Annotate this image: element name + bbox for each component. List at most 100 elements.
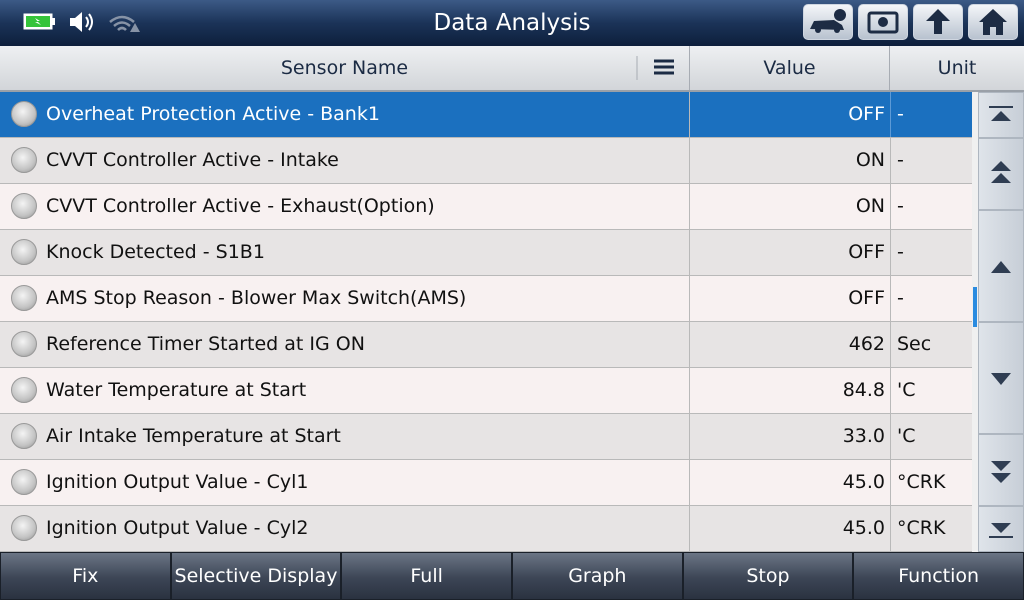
house: [979, 9, 1007, 35]
icon: [991, 161, 1011, 183]
row-radio[interactable]: [11, 423, 37, 449]
status-icons: [23, 12, 140, 32]
vehicle-info-button[interactable]: [803, 4, 853, 40]
sensor-value: ON: [855, 195, 885, 217]
sensor-value: 45.0: [842, 517, 885, 539]
speaker: [70, 12, 82, 32]
table-row[interactable]: Water Temperature at Start 84.8 'C: [0, 368, 972, 414]
table-row[interactable]: Overheat Protection Active - Bank1 OFF -: [0, 92, 972, 138]
row-radio[interactable]: [11, 193, 37, 219]
page-up-button[interactable]: [978, 138, 1024, 210]
icon: [810, 9, 846, 33]
icon: [991, 461, 1011, 483]
row-radio[interactable]: [11, 377, 37, 403]
sensor-value: 45.0: [842, 471, 885, 493]
sensor-name: CVVT Controller Active - Exhaust(Option): [46, 195, 435, 217]
sensor-value: OFF: [848, 241, 885, 263]
sensor-unit: -: [890, 276, 972, 321]
sensor-unit: °CRK: [890, 460, 972, 505]
row-radio[interactable]: [11, 101, 37, 127]
row-radio[interactable]: [11, 147, 37, 173]
scroll-top-button[interactable]: [978, 92, 1024, 138]
table-row[interactable]: Knock Detected - S1B1 OFF -: [0, 230, 972, 276]
sensor-value: 33.0: [842, 425, 885, 447]
column-separator: [689, 460, 690, 505]
sensor-name: CVVT Controller Active - Intake: [46, 149, 339, 171]
function-button[interactable]: Function: [853, 552, 1024, 600]
scroll-bottom-button[interactable]: [978, 506, 1024, 552]
sensor-unit: 'C: [890, 414, 972, 459]
column-separator: [689, 184, 690, 229]
wheel: [834, 27, 840, 33]
table-row[interactable]: AMS Stop Reason - Blower Max Switch(AMS)…: [0, 276, 972, 322]
column-separator: [689, 138, 690, 183]
sensor-name: Overheat Protection Active - Bank1: [46, 103, 380, 125]
back-button[interactable]: [913, 4, 963, 40]
arrow-up: [926, 9, 950, 34]
page-down-button[interactable]: [978, 434, 1024, 506]
column-separator: [689, 368, 690, 413]
sensor-unit: °CRK: [890, 506, 972, 551]
sensor-value: OFF: [848, 287, 885, 309]
function-button[interactable]: Graph: [512, 552, 683, 600]
function-button[interactable]: Selective Display: [170, 552, 342, 600]
table-row[interactable]: Ignition Output Value - Cyl2 45.0 °CRK: [0, 506, 972, 552]
row-radio[interactable]: [11, 285, 37, 311]
sensor-name: Ignition Output Value - Cyl2: [46, 517, 309, 539]
home-button[interactable]: [968, 4, 1018, 40]
battery-level: [26, 16, 50, 27]
sensor-unit: -: [890, 138, 972, 183]
row-radio[interactable]: [11, 239, 37, 265]
icon: [989, 523, 1013, 538]
sensor-name: Water Temperature at Start: [46, 379, 307, 401]
column-separator: [689, 92, 690, 137]
column-menu[interactable]: [636, 54, 690, 82]
sensor-name: AMS Stop Reason - Blower Max Switch(AMS): [46, 287, 467, 309]
column-separator: [689, 322, 690, 367]
line-down-button[interactable]: [978, 322, 1024, 434]
function-button[interactable]: Fix: [0, 552, 171, 600]
frame: [867, 11, 899, 34]
wifi-warning: [130, 23, 140, 32]
icon: [979, 9, 1007, 35]
sound-waves: [85, 13, 93, 31]
function-button[interactable]: Stop: [682, 552, 854, 600]
capture-button[interactable]: [858, 4, 908, 40]
column-separator: [689, 506, 690, 551]
row-radio[interactable]: [11, 515, 37, 541]
row-radio[interactable]: [11, 469, 37, 495]
sensor-unit: Sec: [890, 322, 972, 367]
row-radio[interactable]: [11, 331, 37, 357]
table-row[interactable]: Air Intake Temperature at Start 33.0 'C: [0, 414, 972, 460]
sensor-name: Air Intake Temperature at Start: [46, 425, 341, 447]
sensor-value: 84.8: [842, 379, 885, 401]
table-row[interactable]: CVVT Controller Active - Intake ON -: [0, 138, 972, 184]
table-header: Sensor Name Value Unit: [0, 46, 1024, 92]
table-row[interactable]: Reference Timer Started at IG ON 462 Sec: [0, 322, 972, 368]
sensor-name: Knock Detected - S1B1: [46, 241, 265, 263]
sensor-unit: 'C: [890, 368, 972, 413]
charge: [35, 18, 41, 25]
title: Data Analysis: [433, 10, 591, 36]
sensor-unit: -: [890, 184, 972, 229]
bottom-bar: Fix Selective Display Full Graph Stop Functio…: [0, 552, 1024, 600]
wheel: [815, 27, 821, 33]
icon: [926, 9, 950, 34]
scroll-thumb[interactable]: [973, 287, 977, 327]
wifi: [109, 15, 135, 31]
function-button[interactable]: Full: [341, 552, 512, 600]
icon: [867, 11, 899, 34]
column-separator: [689, 276, 690, 321]
lens: [878, 17, 888, 27]
table-row[interactable]: Ignition Output Value - Cyl1 45.0 °CRK: [0, 460, 972, 506]
column-header[interactable]: Value: [690, 46, 890, 90]
table-row[interactable]: CVVT Controller Active - Exhaust(Option)…: [0, 184, 972, 230]
line-up-button[interactable]: [978, 210, 1024, 322]
column-header[interactable]: Sensor Name: [0, 46, 690, 90]
icon: [989, 106, 1013, 121]
column-header[interactable]: Unit: [937, 57, 977, 79]
sensor-value: ON: [855, 149, 885, 171]
sensor-unit: -: [890, 92, 972, 137]
info: [834, 9, 846, 21]
